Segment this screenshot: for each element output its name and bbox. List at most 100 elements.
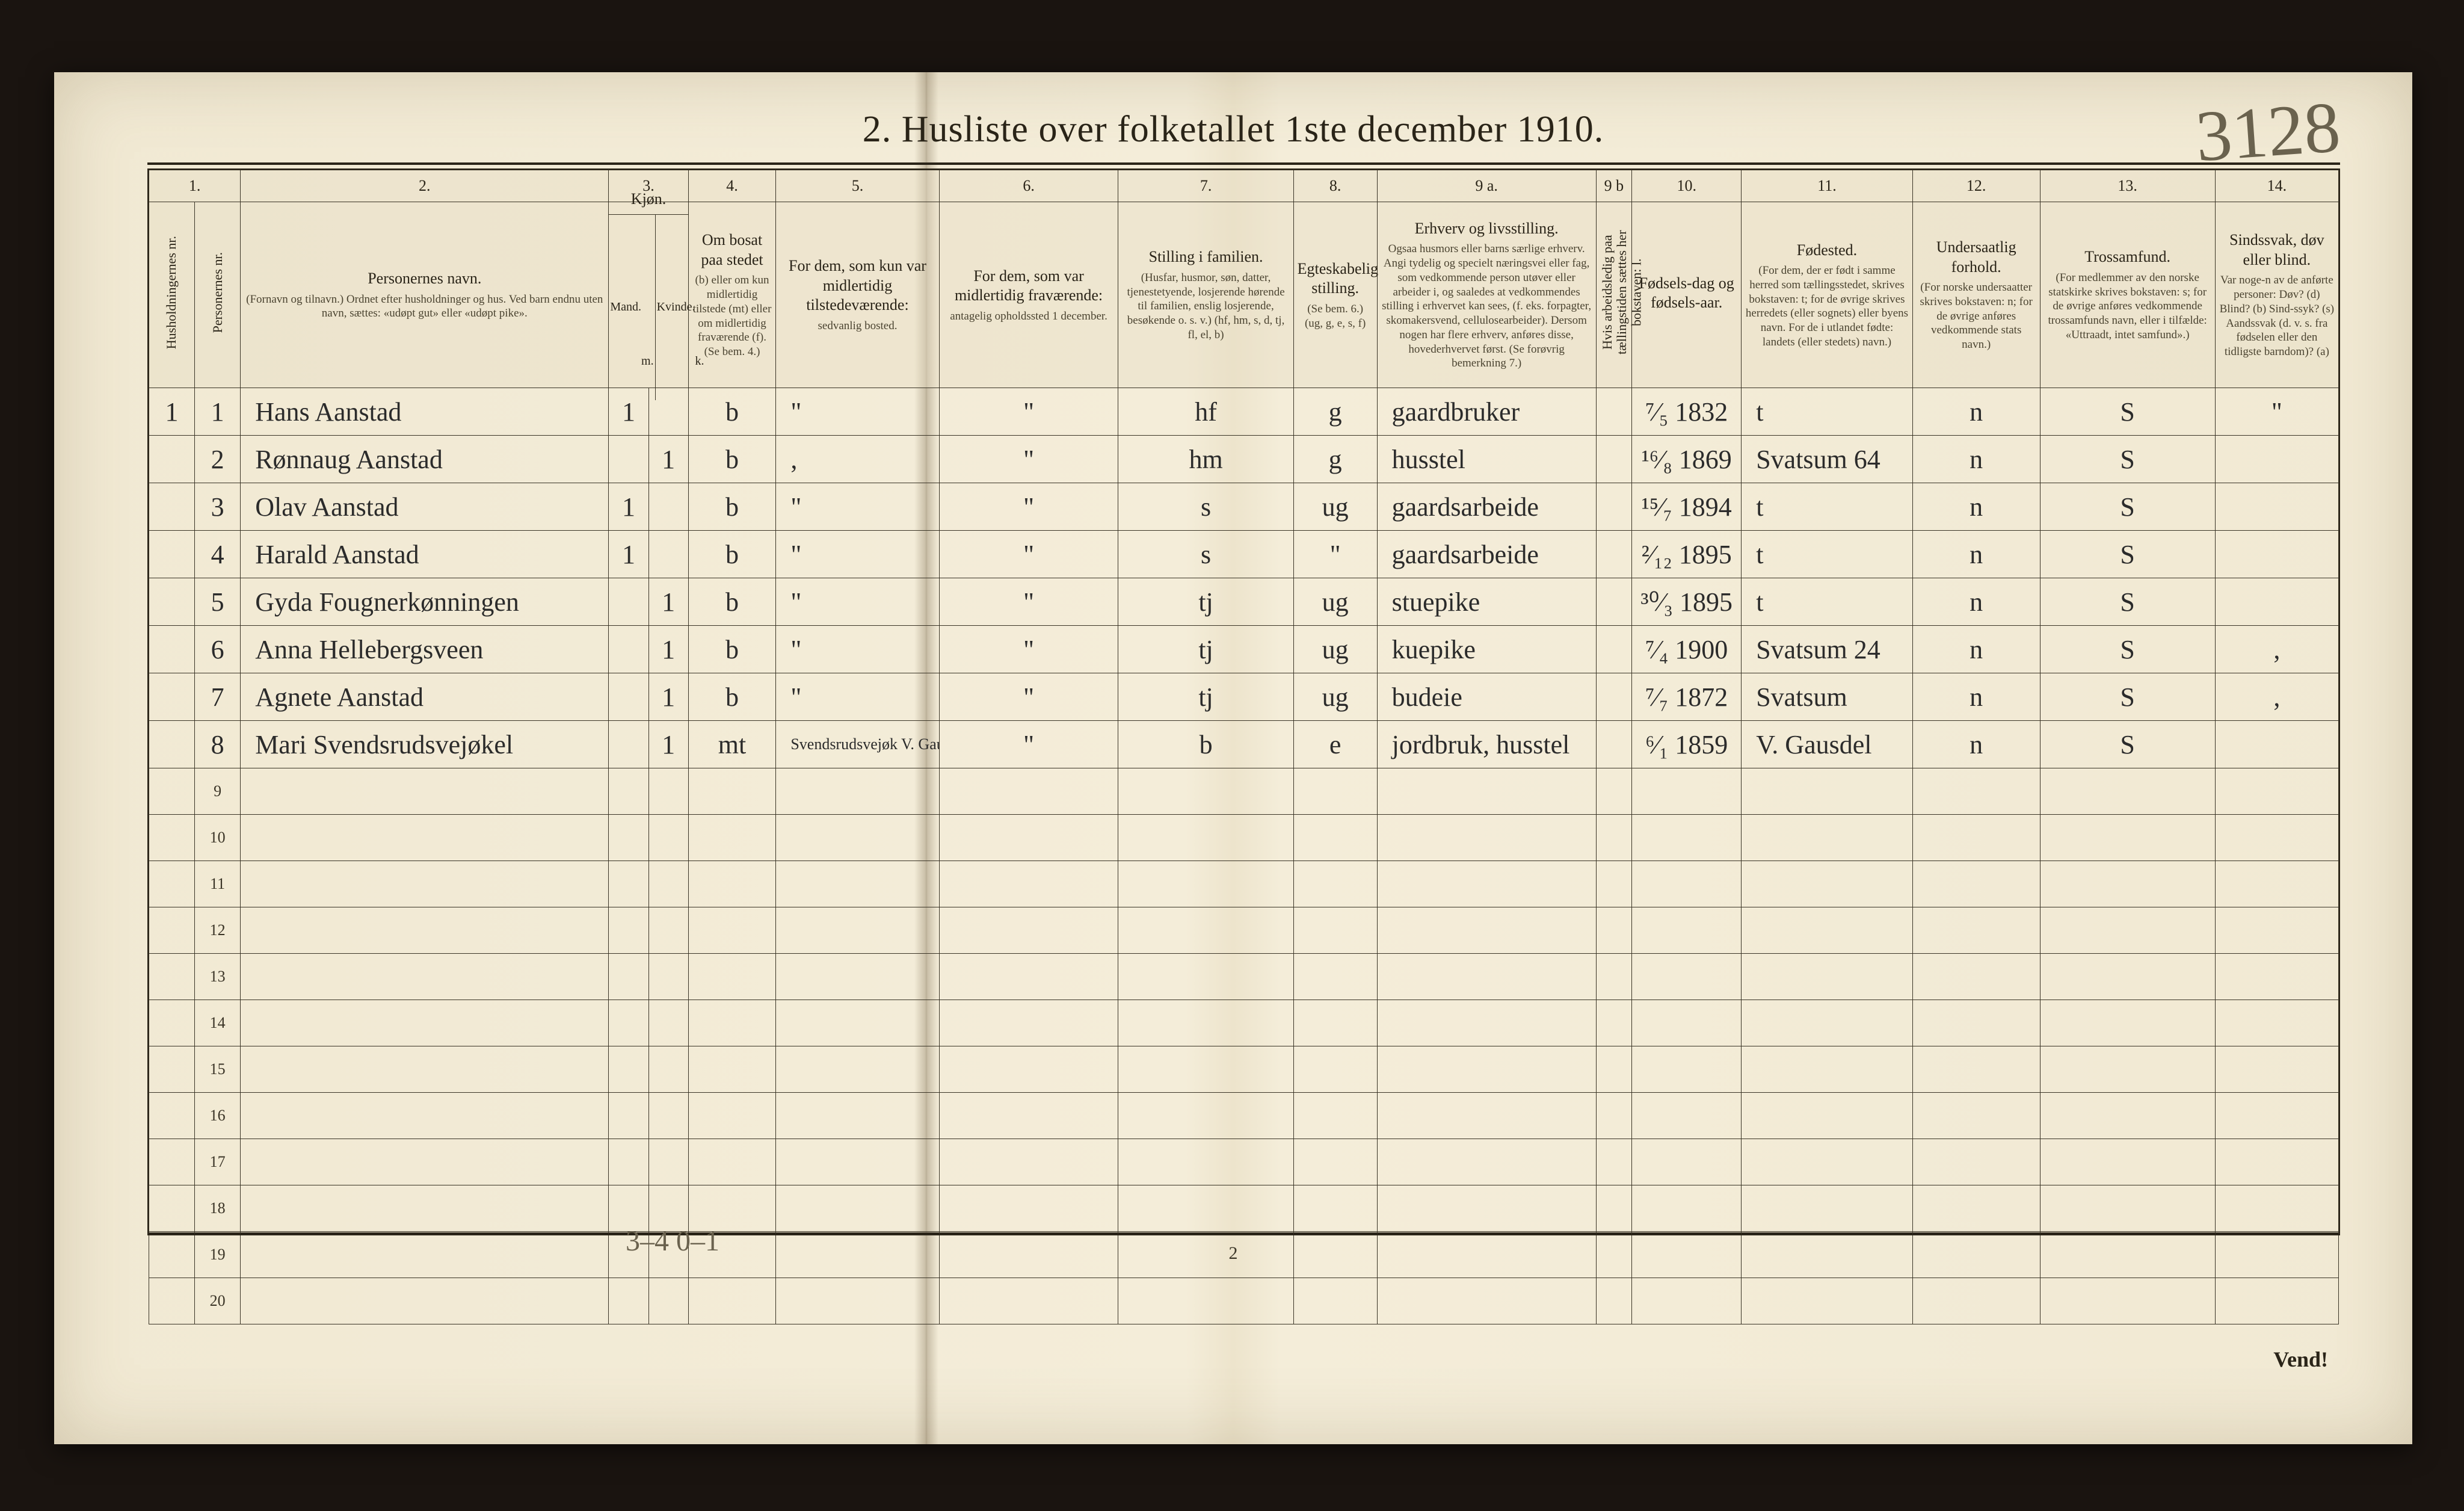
- cell-born: [1632, 1278, 1742, 1324]
- cell-mar: ug: [1293, 483, 1377, 531]
- cell-fam: s: [1118, 483, 1293, 531]
- cell-place: [1742, 1000, 1913, 1046]
- census-table: 1.2.3.4.5.6.7.8.9 a.9 b10.11.12.13.14. H…: [149, 170, 2339, 1324]
- page-root: 2. Husliste over folketallet 1ste decemb…: [0, 0, 2464, 1511]
- cell-k: [648, 1046, 688, 1093]
- cell-dis: ,: [2215, 673, 2338, 721]
- cell-fam: [1118, 907, 1293, 954]
- cell-hh: [149, 1046, 195, 1093]
- cell-wl: [1596, 1000, 1632, 1046]
- cell-name: Agnete Aanstad: [241, 673, 609, 721]
- cell-fam: [1118, 1046, 1293, 1093]
- cell-rel: S: [2040, 531, 2215, 578]
- cell-tmp: [776, 768, 939, 815]
- cell-nat: n: [1912, 626, 2040, 673]
- table-row: 3Olav Aanstad1b""suggaardsarbeide¹⁵⁄₇ 18…: [149, 483, 2339, 531]
- cell-wl: [1596, 1093, 1632, 1139]
- cell-nat: [1912, 861, 2040, 907]
- cell-tmp: [776, 1000, 939, 1046]
- table-row-empty: 15: [149, 1046, 2339, 1093]
- cell-hh: [149, 531, 195, 578]
- cell-m: 1: [609, 483, 648, 531]
- cell-fam: [1118, 954, 1293, 1000]
- cell-wl: [1596, 954, 1632, 1000]
- cell-born: [1632, 861, 1742, 907]
- cell-place: t: [1742, 483, 1913, 531]
- cell-k: 1: [648, 436, 688, 483]
- cell-nat: [1912, 768, 2040, 815]
- cell-absent: [939, 861, 1118, 907]
- cell-dis: [2215, 815, 2338, 861]
- cell-k: [648, 815, 688, 861]
- cell-nat: n: [1912, 673, 2040, 721]
- cell-place: [1742, 861, 1913, 907]
- cell-k: [648, 483, 688, 531]
- cell-rel: S: [2040, 388, 2215, 436]
- cell-place: t: [1742, 388, 1913, 436]
- cell-hh: [149, 907, 195, 954]
- cell-k: 1: [648, 626, 688, 673]
- cell-born: ⁶⁄₁ 1859: [1632, 721, 1742, 768]
- cell-dis: [2215, 1000, 2338, 1046]
- cell-m: [609, 1093, 648, 1139]
- census-body: 11Hans Aanstad1b""hfggaardbruker⁷⁄₅ 1832…: [149, 388, 2339, 1324]
- bottom-rule: [147, 1234, 2340, 1235]
- cell-born: ⁷⁄₇ 1872: [1632, 673, 1742, 721]
- cell-nat: [1912, 1093, 2040, 1139]
- cell-pn: 18: [195, 1185, 241, 1232]
- cell-k: [648, 768, 688, 815]
- column-number: 8.: [1293, 170, 1377, 202]
- column-header: Trossamfund.(For medlemmer av den norske…: [2040, 202, 2215, 388]
- cell-mar: e: [1293, 721, 1377, 768]
- cell-occ: [1377, 815, 1596, 861]
- cell-res: b: [688, 436, 776, 483]
- cell-place: [1742, 1278, 1913, 1324]
- cell-name: [241, 861, 609, 907]
- cell-mar: [1293, 954, 1377, 1000]
- cell-dis: [2215, 721, 2338, 768]
- cell-m: [609, 673, 648, 721]
- column-number: 9 b: [1596, 170, 1632, 202]
- cell-hh: [149, 861, 195, 907]
- cell-nat: [1912, 1278, 2040, 1324]
- table-row: 11Hans Aanstad1b""hfggaardbruker⁷⁄₅ 1832…: [149, 388, 2339, 436]
- cell-tmp: [776, 815, 939, 861]
- cell-rel: S: [2040, 578, 2215, 626]
- cell-absent: [939, 954, 1118, 1000]
- cell-born: [1632, 815, 1742, 861]
- cell-born: ²⁄₁₂ 1895: [1632, 531, 1742, 578]
- cell-mar: g: [1293, 436, 1377, 483]
- cell-res: [688, 954, 776, 1000]
- cell-m: [609, 578, 648, 626]
- cell-wl: [1596, 436, 1632, 483]
- cell-dis: [2215, 861, 2338, 907]
- cell-dis: [2215, 436, 2338, 483]
- cell-pn: 16: [195, 1093, 241, 1139]
- cell-tmp: [776, 1046, 939, 1093]
- cell-absent: [939, 815, 1118, 861]
- cell-nat: n: [1912, 578, 2040, 626]
- cell-dis: [2215, 578, 2338, 626]
- cell-dis: [2215, 1278, 2338, 1324]
- cell-res: b: [688, 673, 776, 721]
- cell-born: [1632, 1185, 1742, 1232]
- cell-mar: ug: [1293, 578, 1377, 626]
- cell-nat: [1912, 1000, 2040, 1046]
- cell-nat: [1912, 1185, 2040, 1232]
- cell-res: [688, 1000, 776, 1046]
- cell-dis: [2215, 1185, 2338, 1232]
- cell-pn: 3: [195, 483, 241, 531]
- cell-born: ¹⁵⁄₇ 1894: [1632, 483, 1742, 531]
- table-row-empty: 20: [149, 1278, 2339, 1324]
- cell-occ: jordbruk, husstel: [1377, 721, 1596, 768]
- cell-dis: ,: [2215, 626, 2338, 673]
- cell-rel: S: [2040, 436, 2215, 483]
- cell-m: [609, 626, 648, 673]
- table-row-empty: 12: [149, 907, 2339, 954]
- cell-fam: [1118, 1093, 1293, 1139]
- column-number: 10.: [1632, 170, 1742, 202]
- cell-occ: [1377, 1093, 1596, 1139]
- cell-dis: [2215, 907, 2338, 954]
- cell-nat: [1912, 1139, 2040, 1185]
- cell-res: [688, 861, 776, 907]
